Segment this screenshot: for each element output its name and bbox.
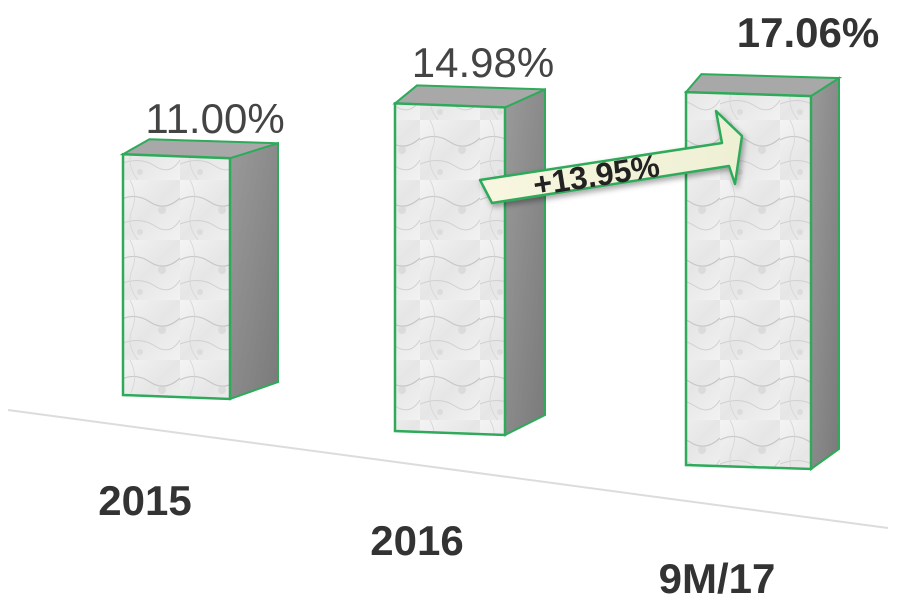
baseline — [7, 409, 889, 529]
category-label: 9M/17 — [659, 555, 776, 602]
bar-front-face — [684, 90, 813, 471]
bar-side-face — [229, 141, 279, 401]
bar-side-face — [504, 87, 546, 437]
bar-2015 — [119, 138, 279, 401]
bars-layer — [119, 73, 843, 471]
bar-9m-17 — [683, 73, 843, 471]
value-label: 11.00% — [145, 95, 284, 142]
bar-front-face — [393, 102, 507, 437]
arrow-label: +13.95% — [531, 147, 662, 202]
labels-layer: 11.00% 2015 14.98% 2016 17.06% 9M/17 — [98, 9, 879, 602]
value-label: 17.06% — [737, 9, 879, 56]
value-label: 14.98% — [412, 39, 554, 86]
category-label: 2016 — [370, 517, 463, 564]
bar-front-face — [121, 152, 232, 401]
bar-side-face — [810, 76, 840, 471]
category-label: 2015 — [98, 477, 191, 524]
bar-2016 — [392, 84, 546, 437]
arrow-shape — [478, 109, 744, 205]
